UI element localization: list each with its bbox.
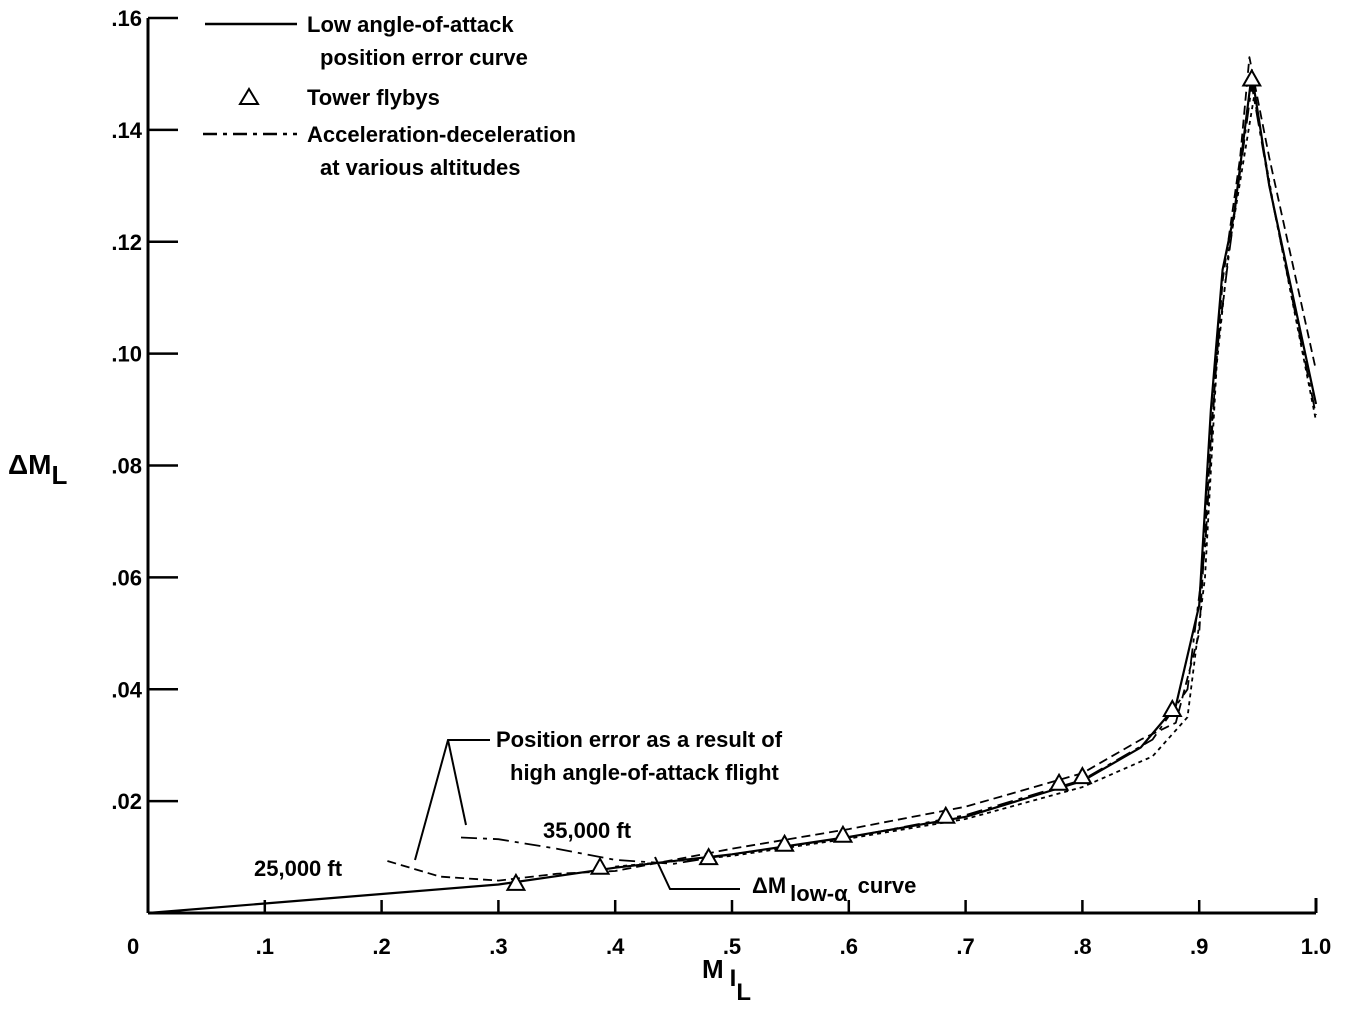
tower-flyby-marker: [592, 859, 609, 874]
high-alpha-leader-line-2: [448, 740, 466, 825]
y-tick-label: .02: [111, 789, 142, 814]
y-tick-label: .14: [111, 118, 142, 143]
x-tick-label: .9: [1190, 934, 1208, 959]
y-tick-label: .10: [111, 342, 142, 367]
legend-solid-label-line1: Low angle-of-attack: [307, 12, 514, 37]
high-alpha-annotation-line1: Position error as a result of: [496, 727, 783, 752]
legend-dashdot-label-line1: Acceleration-deceleration: [307, 122, 576, 147]
altitude-35000-label: 35,000 ft: [543, 818, 632, 843]
y-tick-label: .08: [111, 454, 142, 479]
x-tick-label: .3: [489, 934, 507, 959]
tower-flyby-marker: [937, 808, 954, 823]
legend-triangle-label: Tower flybys: [307, 85, 440, 110]
tower-flyby-marker: [1243, 71, 1260, 86]
legend-solid-label-line2: position error curve: [320, 45, 528, 70]
x-tick-label: .6: [840, 934, 858, 959]
y-ticks: .02 .04 .06 .08 .10 .12 .14 .16: [111, 6, 178, 814]
x-tick-label: .2: [372, 934, 390, 959]
y-tick-label: .04: [111, 677, 142, 702]
series-line-solid: [148, 74, 1316, 913]
annotations: Position error as a result of high angle…: [254, 727, 916, 906]
high-alpha-annotation-line2: high angle-of-attack flight: [510, 760, 780, 785]
x-tick-label: .5: [723, 934, 741, 959]
x-tick-label: 0: [127, 934, 139, 959]
low-alpha-curve-label: ΔM low-α curve: [752, 873, 916, 906]
legend-triangle-marker: [240, 89, 258, 104]
y-tick-label: .12: [111, 230, 142, 255]
x-ticks: 0 .1 .2 .3 .4 .5 .6 .7 .8 .9 1.0: [127, 900, 1331, 959]
y-tick-label: .06: [111, 565, 142, 590]
series-line-dash: [387, 57, 1316, 880]
x-tick-label: 1.0: [1301, 934, 1332, 959]
x-tick-label: .1: [256, 934, 274, 959]
legend-dashdot-label-line2: at various altitudes: [320, 155, 521, 180]
x-axis-label: M IL: [702, 954, 751, 1006]
y-tick-label: .16: [111, 6, 142, 31]
y-axis-label: ΔML: [8, 449, 67, 490]
x-tick-label: .8: [1073, 934, 1091, 959]
x-tick-label: .4: [606, 934, 625, 959]
legend: Low angle-of-attack position error curve…: [203, 12, 576, 180]
altitude-25000-label: 25,000 ft: [254, 856, 343, 881]
x-tick-label: .7: [956, 934, 974, 959]
